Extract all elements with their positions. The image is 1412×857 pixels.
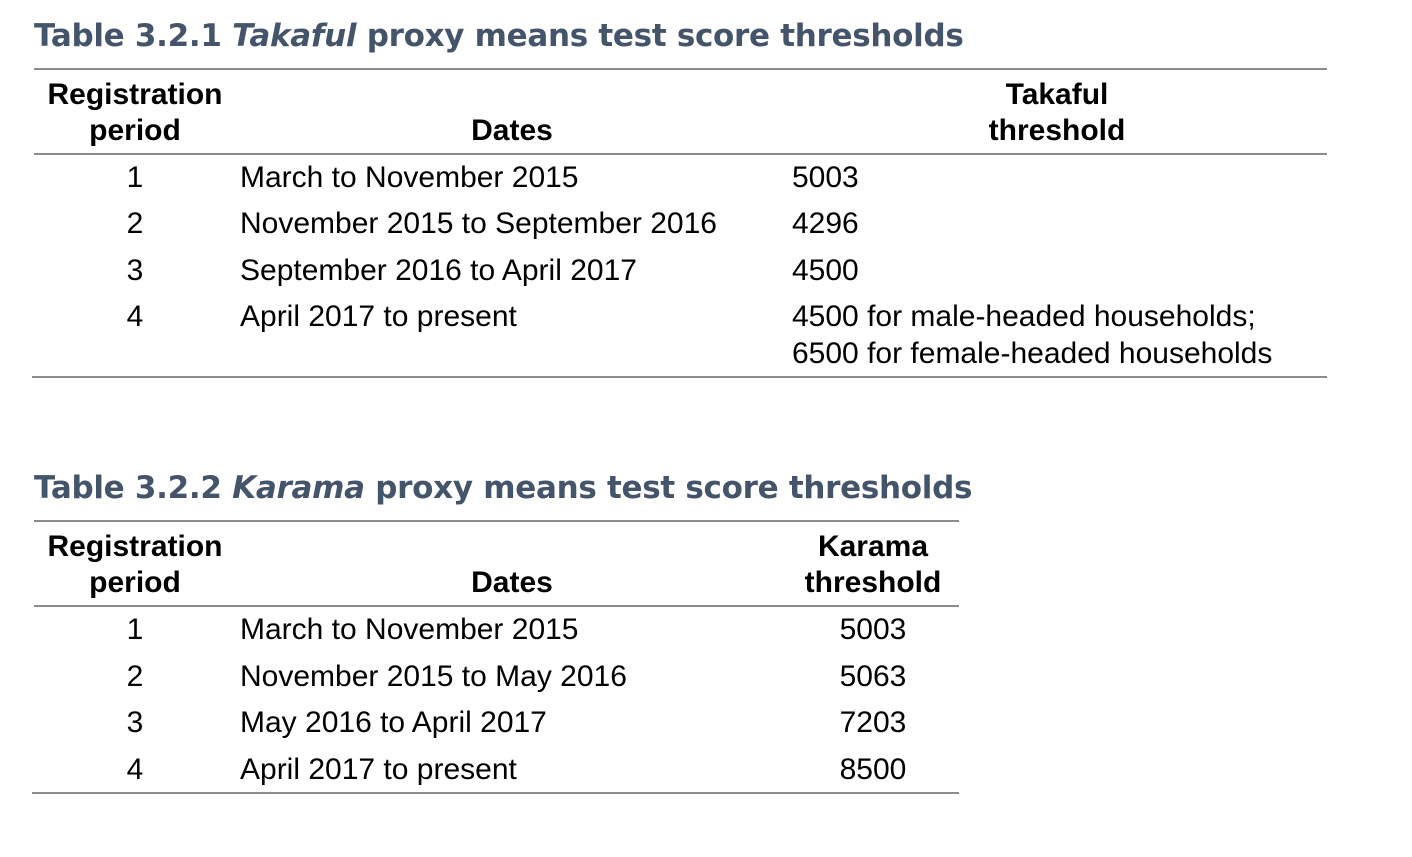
table-title: Table 3.2.1 Takaful proxy means test sco… — [34, 18, 964, 54]
row-dates: May 2016 to April 2017 — [240, 706, 547, 739]
table-bottom-rule — [32, 376, 1327, 378]
table-top-rule — [34, 520, 959, 522]
header-period-line2: period — [89, 114, 181, 147]
header-threshold-line1: Karama — [817, 530, 929, 563]
row-threshold: 5003 — [792, 161, 859, 194]
header-threshold-line2: threshold — [804, 566, 942, 599]
header-period-line1: Registration — [47, 530, 223, 563]
table-program-name: Takaful — [232, 18, 357, 54]
header-dates: Dates — [471, 566, 553, 599]
table-top-rule — [34, 68, 1327, 70]
row-threshold: 5063 — [839, 660, 907, 693]
table-label: Table 3.2.2 — [34, 470, 222, 506]
row-period: 3 — [126, 706, 144, 739]
header-threshold-line2: threshold — [988, 114, 1126, 147]
row-period: 1 — [126, 161, 144, 194]
row-period: 4 — [126, 300, 144, 333]
row-threshold: 4500 for male-headed households; — [792, 300, 1256, 333]
table-title-rest: proxy means test score thresholds — [366, 18, 964, 54]
header-bottom-rule — [34, 605, 959, 607]
header-period-line2: period — [89, 566, 181, 599]
row-period: 2 — [126, 660, 144, 693]
row-threshold: 8500 — [839, 753, 907, 786]
header-dates: Dates — [471, 114, 553, 147]
row-dates: November 2015 to May 2016 — [240, 660, 627, 693]
row-threshold: 5003 — [839, 613, 907, 646]
table-program-name: Karama — [232, 470, 365, 506]
row-dates: March to November 2015 — [240, 161, 579, 194]
table-title: Table 3.2.2 Karama proxy means test scor… — [34, 470, 972, 506]
row-period: 2 — [126, 207, 144, 240]
row-threshold-line2: 6500 for female-headed households — [792, 337, 1273, 370]
header-period-line1: Registration — [47, 78, 223, 111]
header-threshold-line1: Takaful — [1005, 78, 1109, 111]
row-period: 3 — [126, 254, 144, 287]
row-threshold: 7203 — [839, 706, 907, 739]
row-dates: March to November 2015 — [240, 613, 579, 646]
row-dates: April 2017 to present — [240, 300, 517, 333]
row-dates: September 2016 to April 2017 — [240, 254, 637, 287]
row-threshold: 4296 — [792, 207, 859, 240]
row-dates: April 2017 to present — [240, 753, 517, 786]
table-label: Table 3.2.1 — [34, 18, 222, 54]
row-dates: November 2015 to September 2016 — [240, 207, 717, 240]
table-bottom-rule — [32, 792, 959, 794]
header-bottom-rule — [34, 153, 1327, 155]
row-threshold: 4500 — [792, 254, 859, 287]
row-period: 1 — [126, 613, 144, 646]
row-period: 4 — [126, 753, 144, 786]
table-title-rest: proxy means test score thresholds — [375, 470, 973, 506]
